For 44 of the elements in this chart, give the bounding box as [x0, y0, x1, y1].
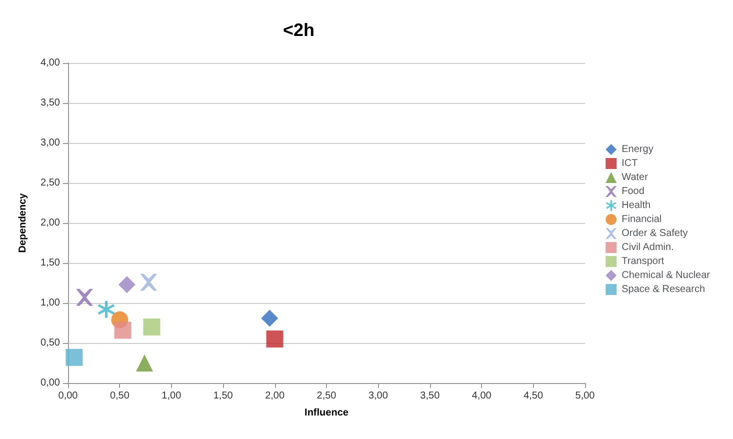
y-tick-label: 3,50 [40, 98, 60, 108]
x-tick-label: 4,50 [524, 390, 544, 402]
y-tick-label: 0,00 [40, 378, 60, 388]
x-tick-label: 4,00 [472, 390, 492, 402]
point [136, 354, 154, 372]
x-tick-label: 3,50 [420, 390, 440, 402]
point [143, 318, 160, 336]
y-axis-title: Dependency [18, 192, 28, 253]
y-tick-label: 1,50 [40, 258, 60, 268]
legend-label: Order & Safety [622, 228, 688, 239]
x-tick-label: 0,00 [58, 390, 78, 402]
chart-title: <2h [283, 20, 315, 40]
legend-label: Water [622, 172, 649, 183]
y-tick-label: 4,00 [40, 58, 60, 68]
x-tick-label: 1,00 [162, 390, 182, 402]
y-tick-label: 0,50 [40, 338, 60, 348]
legend-label: Transport [622, 256, 664, 267]
legend-label: Financial [622, 214, 662, 225]
legend-label: ICT [622, 158, 638, 169]
x-tick-label: 2,00 [265, 390, 285, 402]
y-tick-label: 2,00 [40, 218, 60, 228]
x-tick-label: 5,00 [575, 390, 596, 402]
legend-label: Civil Admin. [622, 242, 674, 253]
point [114, 322, 132, 339]
x-tick-label: 0,50 [110, 390, 130, 402]
y-tick-label: 1,00 [40, 298, 60, 308]
point [76, 288, 94, 306]
y-tick-label: 2,50 [40, 178, 60, 188]
x-tick-label: 3,00 [368, 390, 388, 402]
legend-label: Energy [622, 144, 654, 155]
point [140, 274, 158, 291]
point [266, 330, 284, 348]
point [261, 310, 278, 327]
y-tick-label: 3,00 [40, 138, 60, 148]
point [118, 276, 136, 294]
x-tick-label: 2,50 [316, 390, 337, 402]
legend-label: Food [622, 186, 644, 197]
point [98, 300, 115, 318]
legend-label: Chemical & Nuclear [622, 270, 711, 281]
point [66, 348, 83, 366]
legend-label: Health [622, 200, 651, 211]
x-tick-label: 1,50 [213, 390, 234, 402]
x-axis-title: Influence [304, 408, 349, 418]
legend-label: Space & Research [622, 284, 706, 295]
